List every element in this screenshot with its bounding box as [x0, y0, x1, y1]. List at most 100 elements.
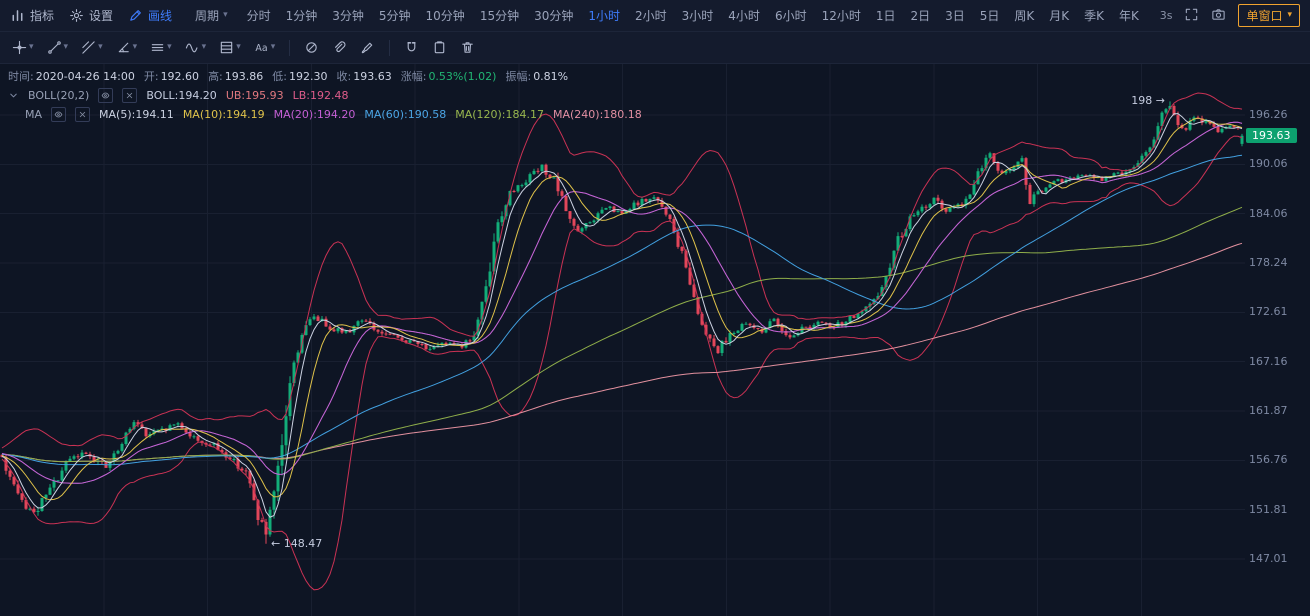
- chevron-down-icon: ▾: [63, 42, 69, 52]
- timeframe-15分钟[interactable]: 15分钟: [479, 9, 520, 23]
- screenshot-icon[interactable]: [1211, 7, 1226, 25]
- chevron-down-icon: ▾: [167, 42, 172, 52]
- timeframe-5分钟[interactable]: 5分钟: [378, 9, 411, 23]
- indicators-menu-label: 指标: [30, 9, 55, 23]
- ma-name: MA: [25, 108, 43, 121]
- parallel-icon: [150, 40, 165, 55]
- boll-remove-button[interactable]: [122, 88, 138, 103]
- boll-value-0: BOLL:194.20: [146, 89, 217, 102]
- window-mode-label: 单窗口: [1246, 9, 1283, 23]
- chevron-down-icon: ▾: [236, 42, 241, 52]
- magnet-icon: [404, 40, 419, 55]
- magnet-tool[interactable]: [400, 37, 423, 58]
- text-icon: Aa: [254, 40, 269, 55]
- chevron-down-icon: ▾: [132, 42, 138, 52]
- circleslash-icon: [304, 40, 319, 55]
- angle-tool[interactable]: ▾: [112, 37, 142, 58]
- text-tool[interactable]: Aa ▾: [250, 37, 280, 58]
- timeframe-1小时[interactable]: 1小时: [588, 9, 621, 23]
- axis-label-3: 178.24: [1249, 256, 1288, 269]
- ohlc-row: 时间: 2020-04-26 14:00 开: 192.60 高: 193.86 低: 192…: [8, 67, 642, 86]
- timeframe-3分钟[interactable]: 3分钟: [332, 9, 364, 23]
- grid-icon: [219, 40, 234, 55]
- timeframe-3小时[interactable]: 3小时: [681, 9, 714, 23]
- axis-label-8: 151.81: [1249, 503, 1288, 516]
- collapse-chevron-icon[interactable]: [8, 90, 19, 101]
- anchor-tool[interactable]: [328, 37, 351, 58]
- delete-tool[interactable]: [456, 37, 479, 58]
- crosshair-tool[interactable]: ▾: [8, 37, 38, 58]
- timeframe-6小时[interactable]: 6小时: [774, 9, 807, 23]
- ohlc-time: 时间: 2020-04-26 14:00: [8, 70, 135, 83]
- timeframe-1日[interactable]: 1日: [875, 9, 896, 23]
- angle-icon: [116, 40, 131, 55]
- timeframe-12小时[interactable]: 12小时: [821, 9, 861, 23]
- timeframe-月K[interactable]: 月K: [1049, 9, 1070, 23]
- toolbar-separator: [389, 39, 391, 56]
- draw-line-menu-label: 画线: [148, 9, 173, 23]
- timeframe-3日[interactable]: 3日: [945, 9, 965, 23]
- boll-visibility-toggle[interactable]: [98, 88, 114, 103]
- ma-value-2: MA(20):194.20: [273, 108, 356, 121]
- ma-remove-button[interactable]: [75, 107, 91, 122]
- ma-visibility-toggle[interactable]: [51, 107, 67, 122]
- header-left: 指标 设置 画线: [10, 7, 172, 24]
- settings-menu-label: 设置: [89, 9, 114, 23]
- timeframe-4小时[interactable]: 4小时: [728, 9, 760, 23]
- axis-label-0: 196.26: [1249, 108, 1288, 121]
- clipboard-icon: [432, 40, 447, 55]
- trash-icon: [460, 40, 475, 55]
- draw-line-menu[interactable]: 画线: [128, 7, 172, 24]
- period-label: 周期: [195, 9, 220, 23]
- indicators-menu[interactable]: 指标: [10, 7, 54, 24]
- ma-value-3: MA(60):190.58: [364, 108, 447, 121]
- ohlc-amplitude: 振幅: 0.81%: [505, 70, 569, 83]
- timeframe-2小时[interactable]: 2小时: [635, 9, 667, 23]
- timeframe-list: 分时 1分钟 3分钟 5分钟 10分钟 15分钟 30分钟 1小时 2小时 3小时 4小时 6小时 12…: [247, 7, 1139, 24]
- axis-label-5: 167.16: [1249, 355, 1288, 368]
- wave-tool[interactable]: ▾: [181, 37, 211, 58]
- ohlc-open: 开: 192.60: [143, 70, 200, 83]
- header-right: 3s 单窗口 ▾: [1160, 4, 1300, 27]
- period-dropdown[interactable]: 周期 ▾: [195, 7, 228, 24]
- parallel-lines-tool[interactable]: ▾: [146, 37, 176, 58]
- indicator-overlay: 时间: 2020-04-26 14:00 开: 192.60 高: 193.86 低: 192…: [8, 67, 642, 124]
- candlestick-chart[interactable]: [0, 64, 1245, 616]
- ma-value-0: MA(5):194.11: [99, 108, 174, 121]
- fib-grid-tool[interactable]: ▾: [215, 37, 245, 58]
- fullscreen-icon[interactable]: [1184, 7, 1199, 25]
- timeframe-1分钟[interactable]: 1分钟: [285, 9, 318, 23]
- segment-icon: [47, 40, 62, 55]
- paperclip-icon: [332, 40, 347, 55]
- settings-menu[interactable]: 设置: [69, 7, 113, 24]
- toolbar-separator: [289, 39, 291, 56]
- timeframe-10分钟[interactable]: 10分钟: [425, 9, 465, 23]
- axis-label-9: 147.01: [1249, 552, 1288, 565]
- clipboard-tool[interactable]: [428, 37, 451, 58]
- high-annotation: 198 →: [1131, 94, 1165, 107]
- window-mode-button[interactable]: 单窗口 ▾: [1238, 4, 1300, 27]
- timeframe-2日[interactable]: 2日: [910, 9, 931, 23]
- timeframe-30分钟[interactable]: 30分钟: [534, 9, 574, 23]
- axis-label-1: 190.06: [1249, 157, 1288, 170]
- axis-label-4: 172.61: [1249, 305, 1288, 318]
- ellipse-tool[interactable]: [300, 37, 323, 58]
- boll-value-1: UB:195.93: [225, 89, 284, 102]
- timeframe-周K[interactable]: 周K: [1014, 9, 1035, 23]
- trendline-tool[interactable]: ▾: [77, 37, 107, 58]
- chevron-down-icon: ▾: [98, 42, 103, 52]
- axis-label-6: 161.87: [1249, 404, 1288, 417]
- timeframe-年K[interactable]: 年K: [1119, 9, 1139, 23]
- timeframe-5日[interactable]: 5日: [979, 9, 1000, 23]
- chevron-down-icon: ▾: [1287, 10, 1292, 20]
- brush-tool[interactable]: [356, 37, 379, 58]
- pencil-icon: [128, 8, 143, 23]
- measure-tool[interactable]: ▾: [43, 37, 73, 58]
- crosshair-icon: [12, 40, 27, 55]
- boll-value-2: LB:192.48: [292, 89, 349, 102]
- timeframe-分时[interactable]: 分时: [246, 9, 271, 23]
- timeframe-季K[interactable]: 季K: [1084, 9, 1105, 23]
- price-axis[interactable]: 196.26 190.06 184.06 178.24 172.61 167.16 161.…: [1245, 64, 1310, 616]
- indicator-icon: [10, 8, 25, 23]
